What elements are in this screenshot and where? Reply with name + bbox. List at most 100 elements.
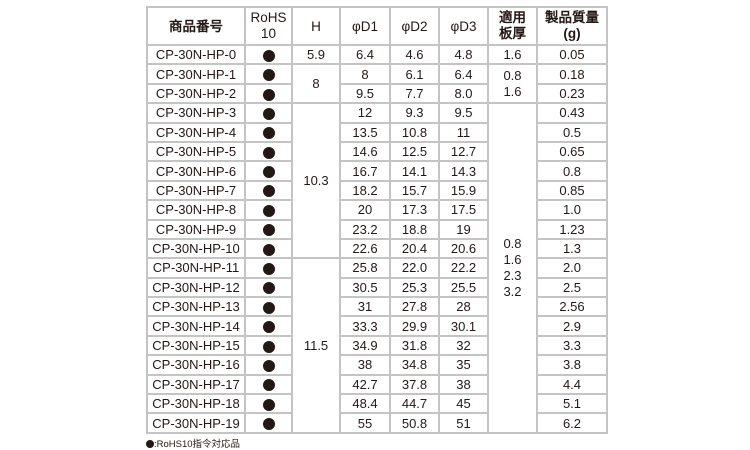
d2-cell: 12.5 bbox=[389, 140, 440, 163]
mass-cell: 1.3 bbox=[536, 237, 608, 260]
rohs-cell bbox=[244, 315, 293, 337]
d3-cell: 8.0 bbox=[438, 82, 489, 105]
product-code-cell: CP-30N-HP-4 bbox=[146, 121, 246, 143]
d1-cell: 18.2 bbox=[339, 179, 391, 202]
d2-cell: 15.7 bbox=[389, 179, 440, 202]
table-row: CP-30N-HP-7 18.2 15.7 15.9 0.85 bbox=[146, 179, 608, 202]
d1-cell: 13.5 bbox=[339, 121, 391, 143]
d3-cell: 4.8 bbox=[438, 43, 489, 66]
mass-cell: 0.18 bbox=[536, 63, 608, 85]
mass-cell: 2.9 bbox=[536, 315, 608, 337]
rohs-circle-icon bbox=[262, 301, 275, 314]
d1-cell: 12 bbox=[339, 102, 391, 124]
rohs-cell bbox=[244, 179, 293, 202]
table-row: CP-30N-HP-4 13.5 10.8 11 0.5 bbox=[146, 121, 608, 143]
mass-cell: 2.0 bbox=[536, 257, 608, 279]
table-row: CP-30N-HP-13 31 27.8 28 2.56 bbox=[146, 296, 608, 318]
d3-cell: 45 bbox=[438, 393, 489, 415]
header-row: 商品番号 RoHS 10 H φD1 φD2 φD3 適用 板厚 製品質量 (g… bbox=[146, 6, 608, 46]
rohs-circle-icon bbox=[262, 282, 275, 295]
d2-cell: 37.8 bbox=[389, 373, 440, 396]
rohs-cell bbox=[244, 121, 293, 143]
d1-cell: 22.6 bbox=[339, 237, 391, 260]
rohs-cell bbox=[244, 218, 293, 240]
mass-cell: 0.85 bbox=[536, 179, 608, 202]
rohs-cell bbox=[244, 63, 293, 85]
thickness-cell: 1.6 bbox=[487, 43, 538, 66]
d2-cell: 25.3 bbox=[389, 276, 440, 299]
d1-cell: 31 bbox=[339, 296, 391, 318]
d1-cell: 20 bbox=[339, 199, 391, 221]
header-d2: φD2 bbox=[389, 6, 440, 46]
table-row: CP-30N-HP-19 55 50.8 51 6.2 bbox=[146, 412, 608, 434]
d1-cell: 25.8 bbox=[339, 257, 391, 279]
mass-cell: 5.1 bbox=[536, 393, 608, 415]
d3-cell: 35 bbox=[438, 354, 489, 376]
d3-cell: 22.2 bbox=[438, 257, 489, 279]
h-cell: 11.5 bbox=[291, 257, 341, 434]
d2-cell: 18.8 bbox=[389, 218, 440, 240]
rohs-circle-icon bbox=[262, 321, 275, 334]
d1-cell: 30.5 bbox=[339, 276, 391, 299]
d2-cell: 6.1 bbox=[389, 63, 440, 85]
rohs-circle-icon bbox=[262, 340, 275, 353]
d2-cell: 44.7 bbox=[389, 393, 440, 415]
rohs-circle-icon bbox=[262, 263, 275, 276]
product-code-cell: CP-30N-HP-14 bbox=[146, 315, 246, 337]
mass-cell: 0.43 bbox=[536, 102, 608, 124]
h-cell: 8 bbox=[291, 63, 341, 105]
rohs-cell bbox=[244, 102, 293, 124]
rohs-circle-icon bbox=[262, 243, 275, 256]
d3-cell: 30.1 bbox=[438, 315, 489, 337]
d2-cell: 22.0 bbox=[389, 257, 440, 279]
product-code-cell: CP-30N-HP-9 bbox=[146, 218, 246, 240]
d2-cell: 29.9 bbox=[389, 315, 440, 337]
rohs-circle-icon bbox=[262, 185, 275, 198]
table-row: CP-30N-HP-14 33.3 29.9 30.1 2.9 bbox=[146, 315, 608, 337]
d3-cell: 12.7 bbox=[438, 140, 489, 163]
table-row: CP-30N-HP-16 38 34.8 35 3.8 bbox=[146, 354, 608, 376]
footnote-text: :RoHS10指令対応品 bbox=[154, 439, 241, 450]
mass-cell: 3.8 bbox=[536, 354, 608, 376]
rohs-cell bbox=[244, 237, 293, 260]
rohs-cell bbox=[244, 296, 293, 318]
d3-cell: 51 bbox=[438, 412, 489, 434]
table-row: CP-30N-HP-0 5.9 6.4 4.6 4.8 1.6 0.05 bbox=[146, 43, 608, 66]
product-code-cell: CP-30N-HP-13 bbox=[146, 296, 246, 318]
rohs-cell bbox=[244, 393, 293, 415]
d3-cell: 19 bbox=[438, 218, 489, 240]
rohs-circle-icon bbox=[262, 146, 275, 159]
rohs-circle-icon bbox=[262, 49, 275, 62]
rohs-circle-icon bbox=[262, 69, 275, 82]
rohs-cell bbox=[244, 334, 293, 357]
product-code-cell: CP-30N-HP-16 bbox=[146, 354, 246, 376]
mass-cell: 1.23 bbox=[536, 218, 608, 240]
table-row: CP-30N-HP-1 8 8 6.1 6.4 0.8 1.6 0.18 bbox=[146, 63, 608, 105]
mass-cell: 3.3 bbox=[536, 334, 608, 357]
table-row: CP-30N-HP-15 34.9 31.8 32 3.3 bbox=[146, 334, 608, 357]
rohs-cell bbox=[244, 199, 293, 221]
product-code-cell: CP-30N-HP-5 bbox=[146, 140, 246, 163]
product-code-cell: CP-30N-HP-12 bbox=[146, 276, 246, 299]
product-code-cell: CP-30N-HP-11 bbox=[146, 257, 246, 279]
d1-cell: 55 bbox=[339, 412, 391, 434]
header-rohs: RoHS 10 bbox=[244, 6, 293, 46]
d2-cell: 4.6 bbox=[389, 43, 440, 66]
mass-cell: 1.0 bbox=[536, 199, 608, 221]
rohs-cell bbox=[244, 140, 293, 163]
d1-cell: 34.9 bbox=[339, 334, 391, 357]
table-row: CP-30N-HP-2 9.5 7.7 8.0 0.23 bbox=[146, 82, 608, 105]
d2-cell: 7.7 bbox=[389, 82, 440, 105]
table-row: CP-30N-HP-6 16.7 14.1 14.3 0.8 bbox=[146, 160, 608, 182]
thickness-cell: 0.8 1.6 bbox=[487, 63, 538, 105]
d2-cell: 17.3 bbox=[389, 199, 440, 221]
rohs-circle-icon bbox=[146, 440, 154, 448]
d3-cell: 17.5 bbox=[438, 199, 489, 221]
d1-cell: 9.5 bbox=[339, 82, 391, 105]
product-code-cell: CP-30N-HP-17 bbox=[146, 373, 246, 396]
d3-cell: 25.5 bbox=[438, 276, 489, 299]
rohs-cell bbox=[244, 43, 293, 66]
d2-cell: 10.8 bbox=[389, 121, 440, 143]
table-row: CP-30N-HP-10 22.6 20.4 20.6 1.3 bbox=[146, 237, 608, 260]
rohs-cell bbox=[244, 354, 293, 376]
